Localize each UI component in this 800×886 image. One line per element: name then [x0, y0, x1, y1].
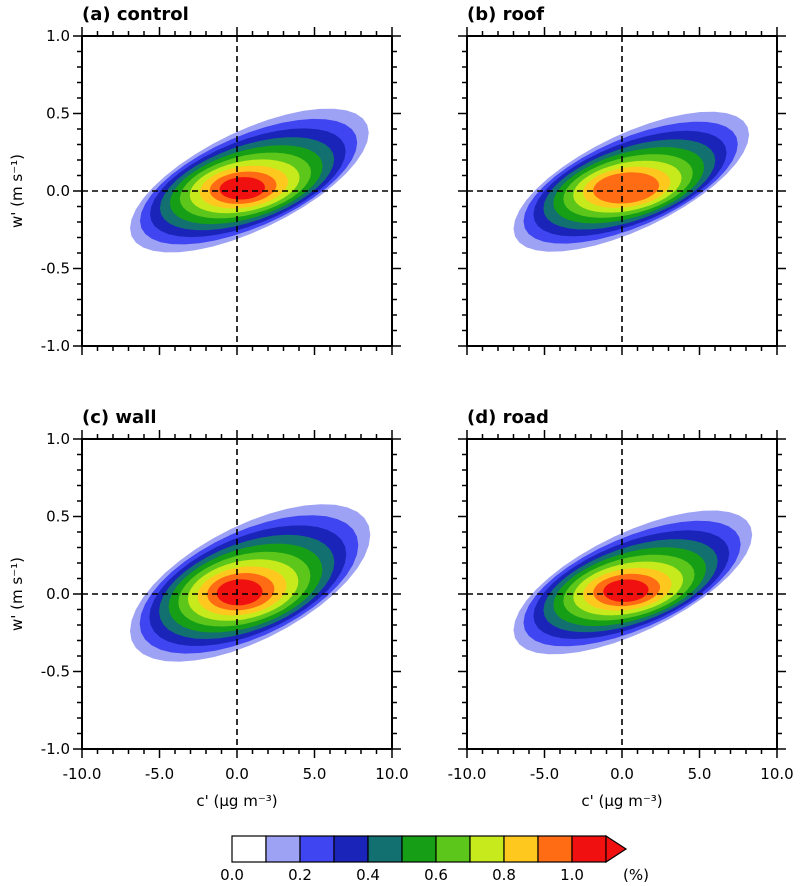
- y-tick-label: 1.0: [46, 27, 70, 45]
- contour-fills: [513, 510, 753, 655]
- colorbar-tick-label: 0.0: [220, 866, 244, 884]
- colorbar-swatch-1.0: [571, 835, 607, 863]
- x-tick-label: 10.0: [375, 765, 408, 783]
- x-tick-label: -5.0: [530, 765, 559, 783]
- tick-marks: [73, 27, 401, 355]
- y-tick-label: 0.5: [46, 105, 70, 123]
- panel-title: (b) roof: [467, 4, 544, 25]
- colorbar-tick-label: 0.6: [424, 866, 448, 884]
- x-tick-label: 0.0: [610, 765, 634, 783]
- x-axis-label: c' (μg m⁻³): [581, 792, 662, 810]
- colorbar-tick-label: 0.4: [356, 866, 380, 884]
- y-tick-label: 0.5: [46, 508, 70, 526]
- colorbar-tick-label: 0.2: [288, 866, 312, 884]
- x-tick-label: 5.0: [688, 765, 712, 783]
- y-tick-label: -0.5: [41, 663, 70, 681]
- y-tick-label: -0.5: [41, 260, 70, 278]
- contour-level-0.9: [593, 172, 660, 204]
- panel-title: (d) road: [467, 407, 549, 428]
- y-axis-label: w' (m s⁻¹): [8, 154, 26, 228]
- y-axis-label: w' (m s⁻¹): [8, 557, 26, 631]
- y-tick-label: -1.0: [41, 740, 70, 758]
- contour-fills: [130, 504, 371, 662]
- x-tick-label: 0.0: [225, 765, 249, 783]
- contour-fills: [130, 108, 369, 253]
- x-tick-label: -10.0: [448, 765, 487, 783]
- colorbar-swatch-0.2: [299, 835, 335, 863]
- colorbar: 0.0 0.2 0.4 0.6 0.8 1.0 (%): [220, 834, 649, 884]
- colorbar-swatch-0.3: [333, 835, 369, 863]
- colorbar-swatch-0.5: [401, 835, 437, 863]
- contour-level-1.0: [216, 579, 263, 606]
- panel-1: (a) control 1.0 0.5 0.0 -0.5 -1.0 w' (m s⁻¹): [8, 4, 401, 355]
- colorbar-swatch-0.8: [503, 835, 539, 863]
- tick-marks: [458, 430, 786, 758]
- x-tick-label: 5.0: [303, 765, 327, 783]
- colorbar-swatch-0.7: [469, 835, 505, 863]
- panel-title: (c) wall: [82, 407, 157, 428]
- colorbar-swatch-0.0: [231, 835, 267, 863]
- panel-4: (d) road -10.0 -5.0 0.0 5.0 10.0 c' (μg m⁻³): [448, 407, 794, 810]
- tick-marks: [458, 27, 786, 355]
- panel-title: (a) control: [82, 4, 189, 25]
- contour-fills: [513, 111, 750, 252]
- colorbar-unit: (%): [623, 866, 649, 884]
- contour-level-1.0: [603, 579, 649, 602]
- colorbar-tick-label: 1.0: [560, 866, 584, 884]
- panel-2: (b) roof: [458, 4, 786, 355]
- x-axis-label: c' (μg m⁻³): [196, 792, 277, 810]
- colorbar-swatch-0.9: [537, 835, 573, 863]
- colorbar-tick-label: 0.8: [492, 866, 516, 884]
- contour-level-1.0: [219, 177, 265, 200]
- y-tick-label: 1.0: [46, 430, 70, 448]
- tick-marks: [73, 430, 401, 758]
- colorbar-swatch-0.4: [367, 835, 403, 863]
- colorbar-extend-arrow: [605, 834, 628, 864]
- panel-3: (c) wall 1.0 0.5 0.0 -0.5 -1.0 -10.0 -5.0 0.0 5.0…: [8, 407, 409, 810]
- colorbar-swatch-0.1: [265, 835, 301, 863]
- x-tick-label: -5.0: [145, 765, 174, 783]
- y-tick-label: -1.0: [41, 337, 70, 355]
- y-tick-label: 0.0: [46, 585, 70, 603]
- y-tick-label: 0.0: [46, 182, 70, 200]
- x-tick-label: 10.0: [760, 765, 793, 783]
- colorbar-swatch-0.6: [435, 835, 471, 863]
- x-tick-label: -10.0: [63, 765, 102, 783]
